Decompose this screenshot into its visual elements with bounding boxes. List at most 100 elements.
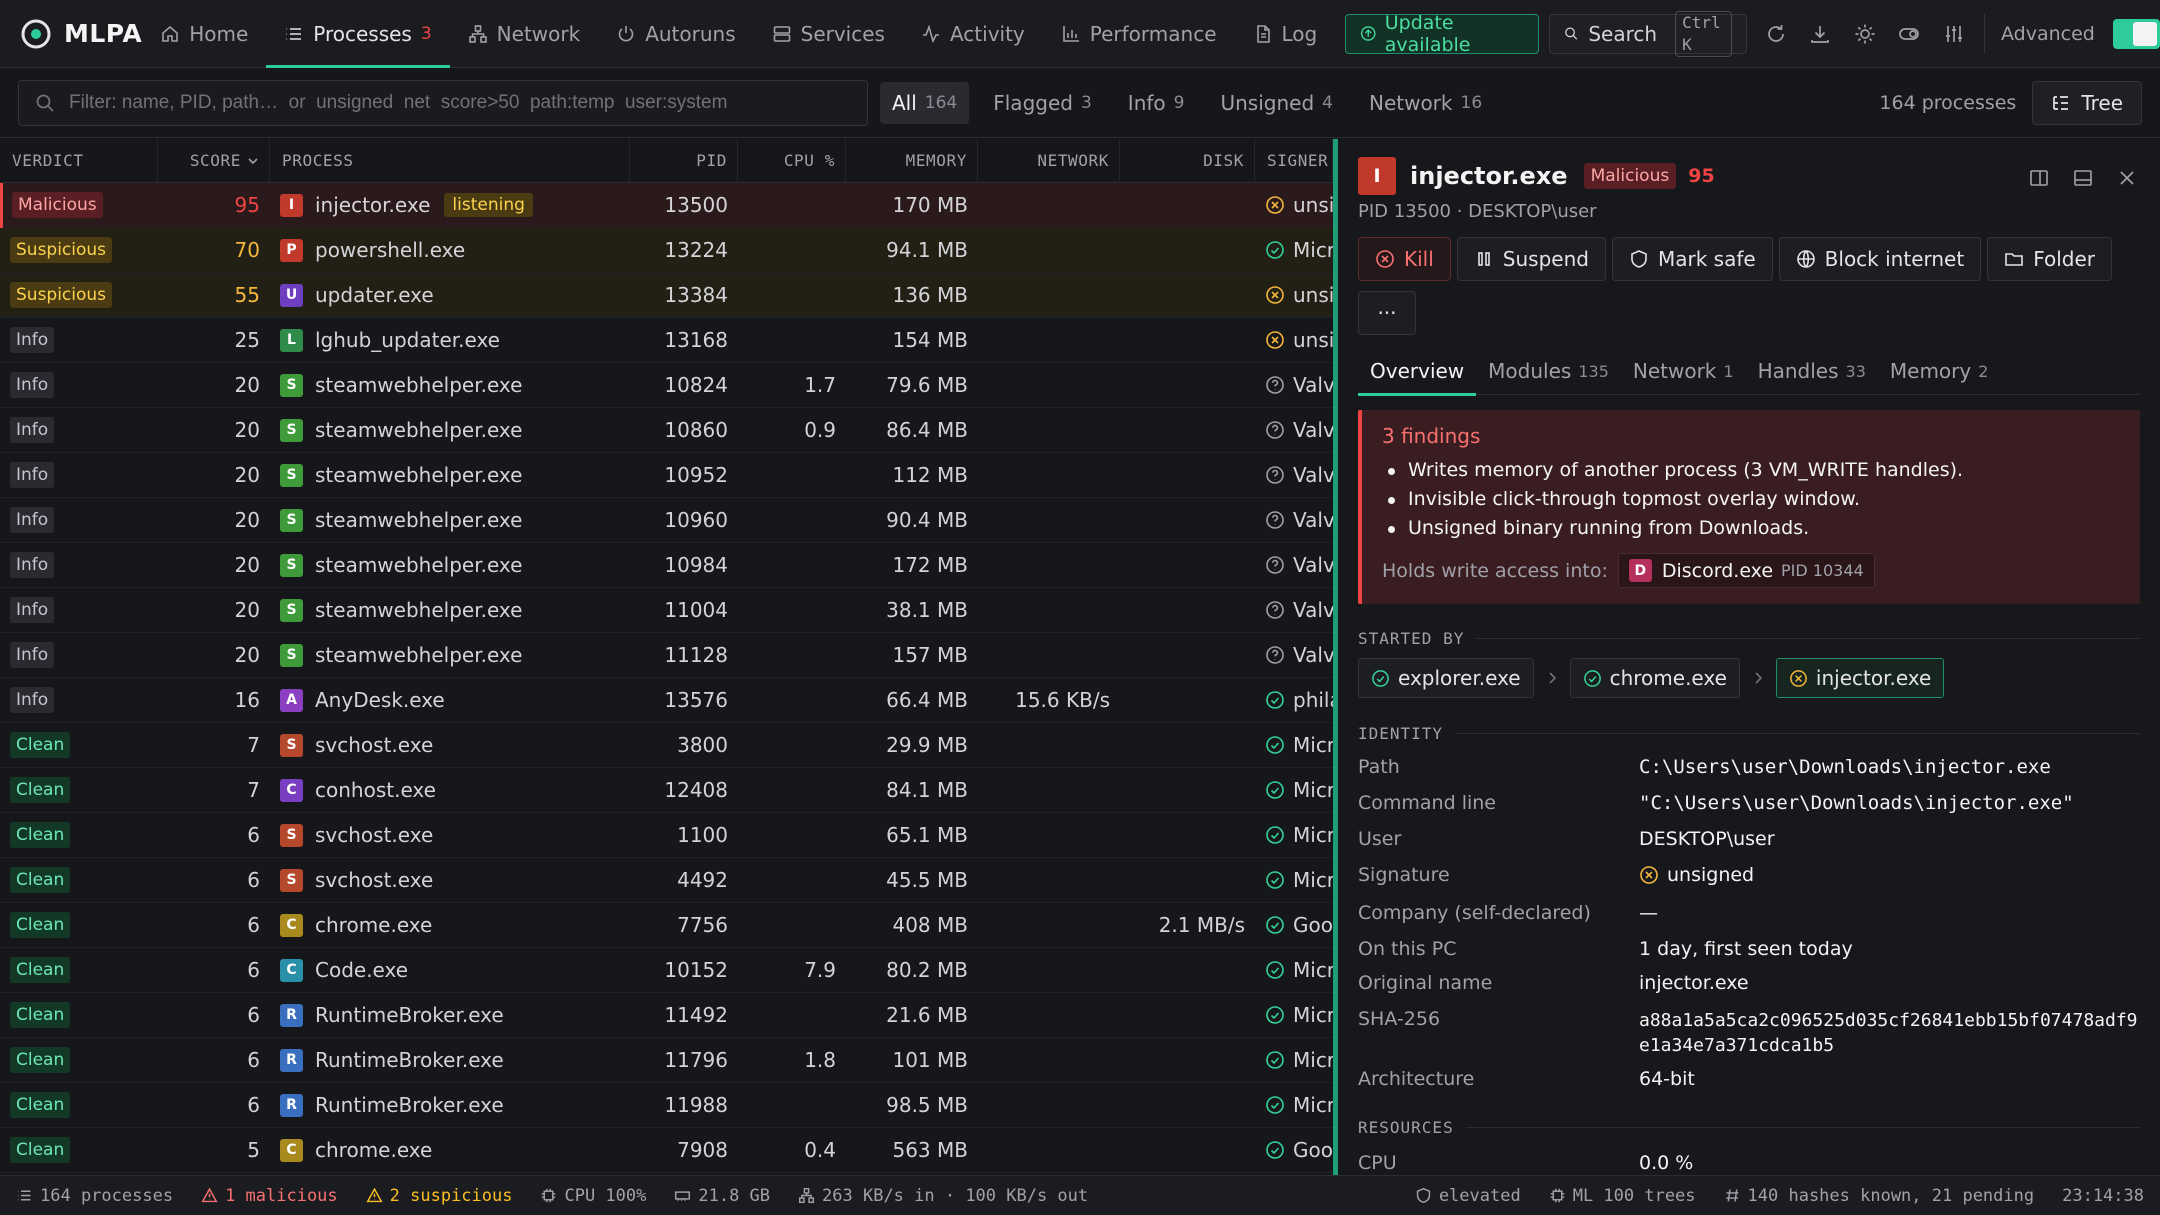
ancestor-process-chip[interactable]: chrome.exe <box>1569 658 1740 698</box>
nav-tab-log[interactable]: Log <box>1235 0 1336 68</box>
download-button[interactable] <box>1798 0 1843 68</box>
filter-field[interactable] <box>18 79 868 126</box>
column-header-process[interactable]: PROCESS <box>270 139 630 183</box>
process-avatar: S <box>280 598 303 622</box>
pid-cell: 7756 <box>677 913 728 937</box>
status-malicious-count[interactable]: 1 malicious <box>201 1186 338 1206</box>
nav-tab-network[interactable]: Network <box>450 0 599 68</box>
advanced-mode-toggle[interactable] <box>2112 18 2160 49</box>
verdict-badge: Clean <box>10 1137 71 1163</box>
column-header-cpu[interactable]: CPU % <box>738 139 846 183</box>
view-toggle-button[interactable] <box>1887 0 1932 68</box>
verdict-cell: Info <box>0 453 158 498</box>
table-row[interactable]: Clean 6 R RuntimeBroker.exe 11492 21.6 MB Micr… <box>0 993 1333 1038</box>
search-label: Search <box>1588 21 1658 46</box>
theme-toggle-button[interactable] <box>1842 0 1887 68</box>
verdict-cell: Clean <box>0 813 158 858</box>
mark-safe-button[interactable]: Mark safe <box>1611 237 1773 281</box>
split-right-icon[interactable] <box>2028 167 2050 189</box>
filter-chip-network[interactable]: Network 16 <box>1357 82 1494 124</box>
filter-input[interactable] <box>69 91 867 114</box>
app-logo[interactable]: MLPA <box>0 18 142 50</box>
kill-button[interactable]: Kill <box>1358 237 1451 281</box>
memory-cell: 101 MB <box>892 1048 968 1072</box>
current-process-chip[interactable]: injector.exe <box>1775 658 1945 698</box>
cpu-cell <box>738 183 846 228</box>
table-row[interactable]: Clean 6 R RuntimeBroker.exe 11796 1.8 101 MB Mi… <box>0 1038 1333 1083</box>
block-internet-button[interactable]: Block internet <box>1778 237 1982 281</box>
ancestor-process-chip[interactable]: explorer.exe <box>1358 658 1534 698</box>
tab-memory[interactable]: Memory 2 <box>1878 347 2001 395</box>
target-process-chip[interactable]: D Discord.exe PID 10344 <box>1617 553 1875 588</box>
nav-tab-home[interactable]: Home <box>142 0 266 68</box>
path-value[interactable]: C:\Users\user\Downloads\injector.exe <box>1639 756 2051 778</box>
suspend-button[interactable]: Suspend <box>1456 237 1606 281</box>
signer-name: Valve <box>1293 373 1333 397</box>
network-cell <box>978 903 1120 948</box>
column-header-disk[interactable]: DISK <box>1120 139 1255 183</box>
table-row[interactable]: Info 16 A AnyDesk.exe 13576 66.4 MB 15.6 KB/s p… <box>0 678 1333 723</box>
column-header-signer[interactable]: SIGNER <box>1255 139 1333 183</box>
column-header-score[interactable]: SCORE <box>158 139 270 183</box>
verdict-badge: Info <box>10 462 55 488</box>
tree-view-button[interactable]: Tree <box>2032 80 2142 125</box>
filter-chip-unsigned[interactable]: Unsigned 4 <box>1208 82 1345 124</box>
finding-item: Invisible click-through topmost overlay … <box>1382 485 2120 514</box>
command-line-value[interactable]: "C:\Users\user\Downloads\injector.exe" <box>1639 792 2074 814</box>
table-row[interactable]: Clean 6C Code.exe 10152 7.9 80.2 MB Microsoft <box>0 948 1333 993</box>
tab-modules[interactable]: Modules 135 <box>1476 347 1621 395</box>
column-header-pid[interactable]: PID <box>630 139 738 183</box>
nav-tab-autoruns[interactable]: Autoruns <box>598 0 753 68</box>
filter-chip-info[interactable]: Info 9 <box>1116 82 1197 124</box>
filter-chip-all[interactable]: All 164 <box>880 81 970 124</box>
nav-tab-services[interactable]: Services <box>754 0 903 68</box>
process-avatar: U <box>280 283 303 307</box>
column-header-verdict[interactable]: VERDICT <box>0 139 158 183</box>
status-suspicious-count[interactable]: 2 suspicious <box>366 1186 512 1206</box>
table-row[interactable]: Clean 6 R RuntimeBroker.exe 11988 98.5 MB Micr… <box>0 1083 1333 1128</box>
update-available-button[interactable]: Update available <box>1345 12 1540 56</box>
refresh-button[interactable] <box>1753 0 1798 68</box>
sha256-value[interactable]: a88a1a5a5ca2c096525d035cf26841ebb15bf074… <box>1639 1010 2138 1056</box>
settings-button[interactable] <box>1932 0 1977 68</box>
more-actions-button[interactable]: ··· <box>1358 291 1416 335</box>
open-folder-button[interactable]: Folder <box>1987 237 2113 281</box>
filter-chip-flagged[interactable]: Flagged 3 <box>981 82 1104 124</box>
disk-cell <box>1120 993 1255 1038</box>
nav-tab-activity[interactable]: Activity <box>903 0 1043 68</box>
nav-tab-performance[interactable]: Performance <box>1043 0 1235 68</box>
tab-handles[interactable]: Handles 33 <box>1746 347 1878 395</box>
chain-process-name: explorer.exe <box>1398 666 1521 690</box>
disk-cell <box>1120 678 1255 723</box>
architecture-value: 64-bit <box>1639 1068 1695 1090</box>
global-search-button[interactable]: Search Ctrl K <box>1549 10 1748 57</box>
close-icon[interactable] <box>2116 167 2138 189</box>
column-header-memory[interactable]: MEMORY <box>846 139 978 183</box>
tab-network[interactable]: Network 1 <box>1621 347 1746 395</box>
tab-overview[interactable]: Overview <box>1358 347 1477 396</box>
split-bottom-icon[interactable] <box>2072 167 2094 189</box>
panel-resize-handle[interactable] <box>1333 139 1338 1175</box>
pid-cell: 11796 <box>664 1048 728 1072</box>
column-header-network[interactable]: NETWORK <box>978 139 1120 183</box>
nav-tab-processes[interactable]: Processes 3 <box>266 0 451 68</box>
